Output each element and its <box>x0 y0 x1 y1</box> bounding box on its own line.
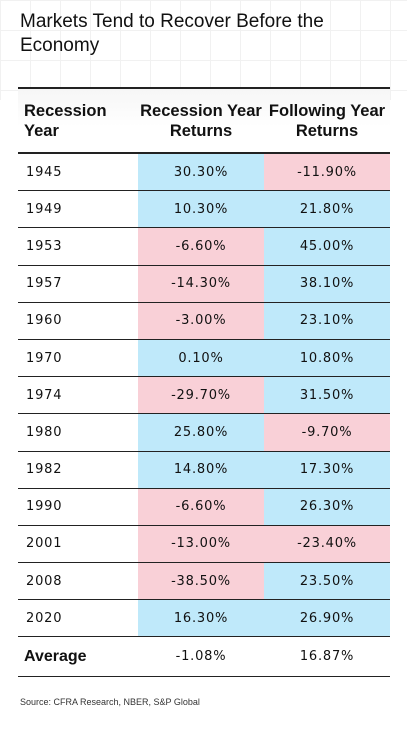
recession-return-cell: 14.80% <box>138 451 264 488</box>
returns-table: Recession Year Recession Year Returns Fo… <box>18 87 390 678</box>
source-note: Source: CFRA Research, NBER, S&P Global <box>20 697 200 707</box>
recession-year-cell: 1980 <box>26 424 63 440</box>
recession-year-cell: 2008 <box>26 573 63 589</box>
following-return-cell: 26.30% <box>264 488 390 525</box>
following-return-cell: 26.90% <box>264 600 390 637</box>
table-row: 1953 -6.60% 45.00% <box>18 228 390 266</box>
table-row: 2001 -13.00% -23.40% <box>18 525 390 564</box>
recession-return-cell: 0.10% <box>138 339 264 377</box>
following-return-cell: 10.80% <box>264 339 390 377</box>
header-grid-background <box>0 0 407 100</box>
recession-return-cell: -6.60% <box>138 228 264 265</box>
chart-title: Markets Tend to Recover Before the Econo… <box>20 11 324 56</box>
recession-year-cell: 1949 <box>26 201 63 217</box>
table-row: 1945 30.30% -11.90% <box>18 154 390 192</box>
recession-year-cell: 1960 <box>26 313 63 329</box>
recession-year-cell: 2001 <box>26 536 63 552</box>
table-row: 1960 -3.00% 23.10% <box>18 302 390 340</box>
recession-year-cell: 2020 <box>26 610 63 626</box>
recession-return-cell: 16.30% <box>138 600 264 637</box>
recession-return-cell: -6.60% <box>138 488 264 525</box>
table-row: 1990 -6.60% 26.30% <box>18 488 390 526</box>
recession-year-cell: 1945 <box>26 164 63 180</box>
recession-return-cell: 30.30% <box>138 154 264 191</box>
following-return-cell: 23.50% <box>264 563 390 600</box>
table-row: 1949 10.30% 21.80% <box>18 191 390 229</box>
table-row: 1974 -29.70% 31.50% <box>18 377 390 415</box>
table-row: 1982 14.80% 17.30% <box>18 451 390 489</box>
average-following-return: 16.87% <box>299 649 355 665</box>
table-row: 2008 -38.50% 23.50% <box>18 563 390 601</box>
recession-return-cell: -3.00% <box>138 302 264 339</box>
recession-return-cell: -29.70% <box>138 377 264 414</box>
following-return-cell: 45.00% <box>264 228 390 265</box>
header-recession-year: Recession Year <box>24 101 107 140</box>
recession-year-cell: 1970 <box>26 350 63 366</box>
table-row: 1957 -14.30% 38.10% <box>18 265 390 303</box>
recession-year-cell: 1974 <box>26 387 63 403</box>
following-return-cell: -11.90% <box>264 154 390 191</box>
following-return-cell: 17.30% <box>264 451 390 488</box>
following-return-cell: -9.70% <box>264 414 390 451</box>
recession-return-cell: -38.50% <box>138 563 264 600</box>
table-header: Recession Year Recession Year Returns Fo… <box>18 87 390 154</box>
table-row: 1980 25.80% -9.70% <box>18 414 390 452</box>
following-return-cell: 21.80% <box>264 191 390 228</box>
following-return-cell: 23.10% <box>264 302 390 339</box>
following-return-cell: 31.50% <box>264 377 390 414</box>
recession-year-cell: 1982 <box>26 462 63 478</box>
table-row: 1970 0.10% 10.80% <box>18 339 390 378</box>
recession-return-cell: 25.80% <box>138 414 264 451</box>
average-row: Average -1.08% 16.87% <box>18 637 390 678</box>
header-following-returns: Following Year Returns <box>268 101 386 140</box>
table-row: 2020 16.30% 26.90% <box>18 600 390 638</box>
following-return-cell: -23.40% <box>264 525 390 563</box>
recession-return-cell: -13.00% <box>138 525 264 563</box>
average-label: Average <box>24 647 87 665</box>
recession-year-cell: 1953 <box>26 238 63 254</box>
recession-return-cell: -14.30% <box>138 265 264 302</box>
recession-year-cell: 1957 <box>26 276 63 292</box>
table-body: 1945 30.30% -11.90% 1949 10.30% 21.80% 1953 -6.… <box>18 154 390 638</box>
following-return-cell: 38.10% <box>264 265 390 302</box>
header-recession-returns: Recession Year Returns <box>140 101 262 140</box>
recession-year-cell: 1990 <box>26 499 63 515</box>
recession-return-cell: 10.30% <box>138 191 264 228</box>
average-recession-return: -1.08% <box>175 649 227 665</box>
